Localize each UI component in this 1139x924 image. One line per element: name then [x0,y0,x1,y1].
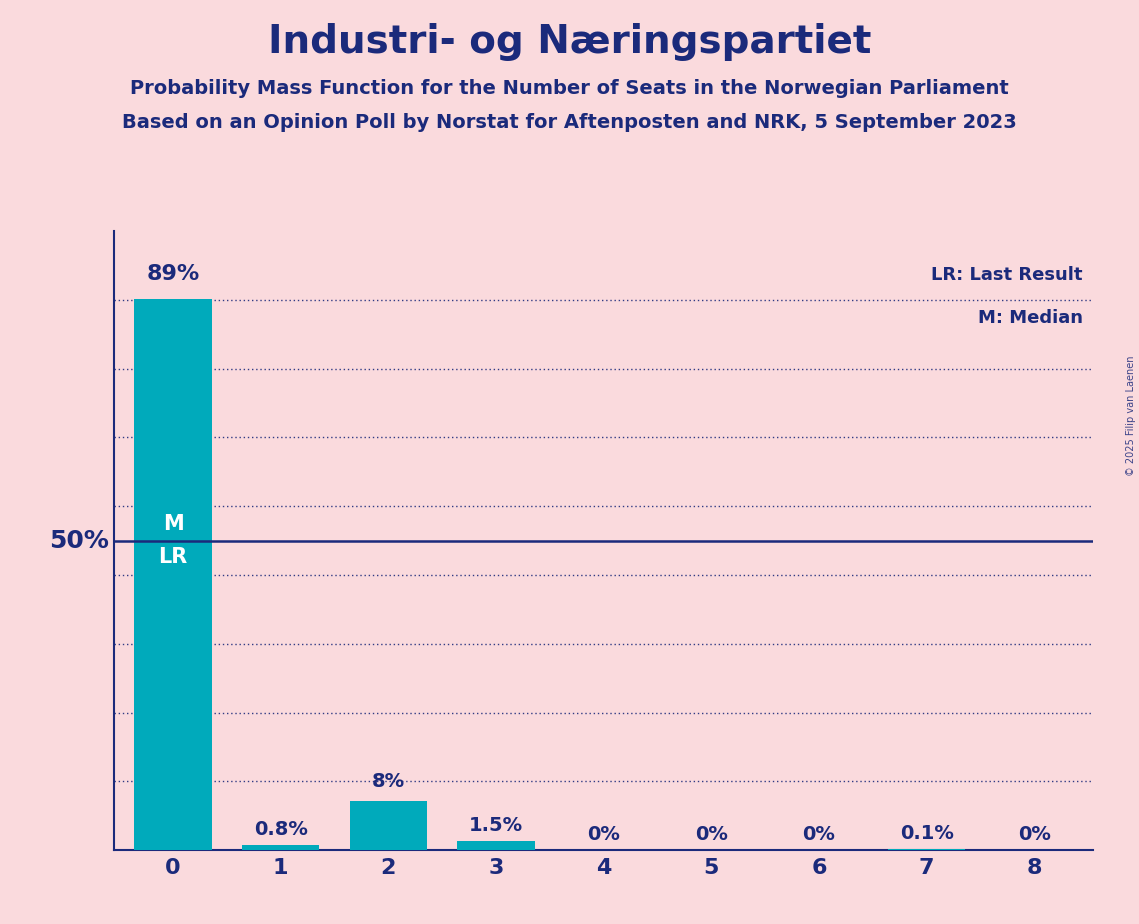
Text: LR: LR [158,547,188,566]
Text: 0%: 0% [695,825,728,844]
Text: 8%: 8% [371,772,405,791]
Bar [457,841,535,850]
Text: 1.5%: 1.5% [469,816,523,834]
Text: M: M [163,515,183,534]
Text: 0%: 0% [1018,825,1050,844]
Text: 0.8%: 0.8% [254,820,308,839]
Text: 50%: 50% [49,529,108,553]
Text: Probability Mass Function for the Number of Seats in the Norwegian Parliament: Probability Mass Function for the Number… [130,79,1009,98]
Text: © 2025 Filip van Laenen: © 2025 Filip van Laenen [1126,356,1136,476]
Bar [350,800,427,850]
Text: Industri- og Næringspartiet: Industri- og Næringspartiet [268,23,871,61]
Bar [134,299,212,850]
Text: 89%: 89% [147,263,199,284]
Text: 0%: 0% [588,825,620,844]
Bar [241,845,320,850]
Text: 0%: 0% [803,825,835,844]
Text: M: Median: M: Median [977,309,1083,327]
Text: 0.1%: 0.1% [900,824,953,844]
Text: LR: Last Result: LR: Last Result [932,266,1083,285]
Text: Based on an Opinion Poll by Norstat for Aftenposten and NRK, 5 September 2023: Based on an Opinion Poll by Norstat for … [122,113,1017,132]
